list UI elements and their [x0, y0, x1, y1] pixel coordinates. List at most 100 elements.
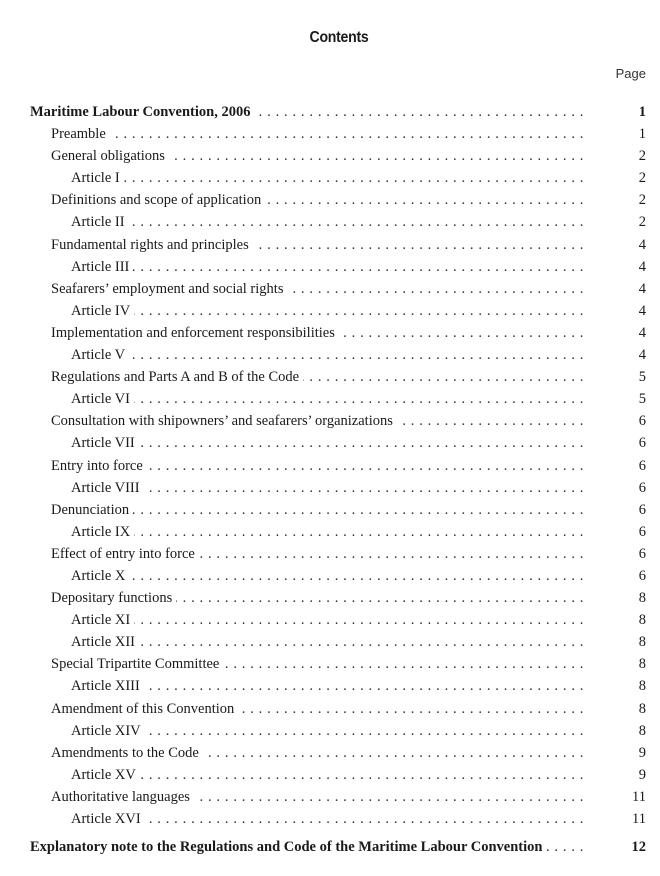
toc-entry-label[interactable]: Article XV — [71, 766, 136, 783]
toc-entry[interactable]: Article XI 8 — [0, 609, 660, 631]
toc-entry[interactable]: Article VIII 6 — [0, 477, 660, 499]
dot-leader — [176, 587, 584, 609]
toc-entry-page: 2 — [638, 214, 646, 231]
toc-entry[interactable]: Consultation with shipowners’ and seafar… — [0, 410, 660, 432]
toc-entry-label[interactable]: Amendments to the Code — [51, 744, 199, 761]
toc-entry-label[interactable]: Article X — [71, 567, 126, 584]
toc-entry-page: 6 — [638, 413, 646, 430]
toc-entry[interactable]: Implementation and enforcement responsib… — [0, 322, 660, 344]
toc-entry-label[interactable]: Effect of entry into force — [51, 545, 195, 562]
dot-leader — [238, 698, 584, 720]
toc-entry[interactable]: Article IX 6 — [0, 521, 660, 543]
dot-leader — [134, 300, 584, 322]
toc-entry[interactable]: Regulations and Parts A and B of the Cod… — [0, 366, 660, 388]
toc-entry-label[interactable]: Article I — [71, 170, 120, 187]
toc-entry[interactable]: Article VI 5 — [0, 388, 660, 410]
toc-entry-label[interactable]: Article VII — [71, 435, 135, 452]
toc-entry-label[interactable]: Article VI — [71, 391, 130, 408]
toc-entry[interactable]: Article XIII 8 — [0, 675, 660, 697]
toc-entry[interactable]: Maritime Labour Convention, 2006 1 — [0, 101, 660, 123]
toc-entry-page: 2 — [638, 148, 646, 165]
toc-entry[interactable]: Article XVI 11 — [0, 808, 660, 830]
toc-entry-label[interactable]: Article XVI — [71, 811, 141, 827]
toc-entry-page: 8 — [638, 590, 646, 607]
toc-entry-page: 4 — [638, 258, 646, 275]
toc-entry-label[interactable]: Article VIII — [71, 479, 140, 496]
toc-entry[interactable]: Amendment of this Convention 8 — [0, 698, 660, 720]
toc-entry-page: 4 — [638, 302, 646, 319]
toc-entry-page: 6 — [638, 457, 646, 474]
toc-entry[interactable]: Article XIV 8 — [0, 720, 660, 742]
toc-entry-label[interactable]: Explanatory note to the Regulations and … — [30, 839, 543, 856]
toc-entry-label[interactable]: Article II — [71, 214, 125, 231]
dot-leader — [144, 675, 584, 697]
dot-leader — [144, 477, 584, 499]
toc-entry-label[interactable]: Article XII — [71, 634, 136, 651]
dot-leader — [194, 786, 584, 808]
toc-entry[interactable]: Article VII 6 — [0, 432, 660, 454]
toc-entry[interactable]: Fundamental rights and principles 4 — [0, 234, 660, 256]
toc-entry-label[interactable]: Article XIV — [71, 722, 141, 739]
toc-entry-label[interactable]: Article XI — [71, 612, 131, 629]
toc-entry-label[interactable]: Entry into force — [51, 457, 143, 474]
dot-leader — [147, 455, 584, 477]
toc-entry[interactable]: Article III 4 — [0, 256, 660, 278]
toc-entry-label[interactable]: Article V — [71, 347, 126, 364]
dot-leader — [265, 189, 584, 211]
dot-leader — [134, 609, 584, 631]
dot-leader — [129, 211, 584, 233]
toc-entry-page: 4 — [638, 324, 646, 341]
toc-entry[interactable]: Authoritative languages 11 — [0, 786, 660, 808]
dot-leader — [140, 764, 584, 786]
toc-entry[interactable]: Denunciation 6 — [0, 499, 660, 521]
toc-entry-page: 1 — [638, 104, 646, 120]
dot-leader — [253, 234, 584, 256]
toc-entry[interactable]: Article X 6 — [0, 565, 660, 587]
toc-entry[interactable]: Explanatory note to the Regulations and … — [0, 836, 660, 858]
toc-entry-page: 4 — [638, 236, 646, 253]
toc-entry-label[interactable]: Maritime Labour Convention, 2006 — [30, 104, 251, 120]
toc-entry-label[interactable]: Preamble — [51, 126, 106, 143]
toc-entry-label[interactable]: Consultation with shipowners’ and seafar… — [51, 413, 393, 430]
toc-entry-page: 1 — [638, 126, 646, 143]
toc-entry[interactable]: Effect of entry into force 6 — [0, 543, 660, 565]
toc-entry-page: 6 — [638, 501, 646, 518]
toc-entry[interactable]: Special Tripartite Committee 8 — [0, 653, 660, 675]
toc-entry-label[interactable]: Seafarers’ employment and social rights — [51, 280, 284, 297]
toc-entry-label[interactable]: Article XIII — [71, 678, 140, 695]
toc-entry[interactable]: Article II 2 — [0, 211, 660, 233]
toc-entry-label[interactable]: Article IV — [71, 302, 131, 319]
dot-leader — [145, 720, 584, 742]
toc-entry[interactable]: Definitions and scope of application 2 — [0, 189, 660, 211]
toc-entry[interactable]: Amendments to the Code 9 — [0, 742, 660, 764]
toc-entry-label[interactable]: Fundamental rights and principles — [51, 236, 249, 253]
toc-entry[interactable]: Article XV 9 — [0, 764, 660, 786]
toc-entry-label[interactable]: Special Tripartite Committee — [51, 656, 220, 673]
toc-entry-page: 8 — [638, 700, 646, 717]
toc-entry[interactable]: Preamble 1 — [0, 123, 660, 145]
dot-leader — [133, 499, 584, 521]
toc-entry-label[interactable]: Amendment of this Convention — [51, 700, 235, 717]
toc-entry-page: 11 — [632, 788, 646, 805]
toc-entry[interactable]: Depositary functions 8 — [0, 587, 660, 609]
toc-entry-label[interactable]: Definitions and scope of application — [51, 192, 262, 209]
dot-leader — [145, 808, 584, 830]
toc-entry[interactable]: Seafarers’ employment and social rights 4 — [0, 278, 660, 300]
dot-leader — [199, 543, 584, 565]
toc-entry-label[interactable]: Implementation and enforcement responsib… — [51, 324, 335, 341]
dot-leader — [303, 366, 584, 388]
toc-entry[interactable]: Article XII 8 — [0, 631, 660, 653]
toc-entry[interactable]: Article V 4 — [0, 344, 660, 366]
toc-entry[interactable]: General obligations 2 — [0, 145, 660, 167]
toc-entry-label[interactable]: Authoritative languages — [51, 788, 190, 805]
toc-entry-label[interactable]: Regulations and Parts A and B of the Cod… — [51, 369, 300, 386]
toc-entry-page: 5 — [638, 369, 646, 386]
toc-entry-label[interactable]: Depositary functions — [51, 590, 173, 607]
toc-entry-label[interactable]: Article IX — [71, 523, 131, 540]
toc-entry[interactable]: Article I 2 — [0, 167, 660, 189]
toc-entry-label[interactable]: General obligations — [51, 148, 165, 165]
toc-entry-label[interactable]: Article III — [71, 258, 130, 275]
toc-entry-label[interactable]: Denunciation — [51, 501, 130, 518]
toc-entry[interactable]: Article IV 4 — [0, 300, 660, 322]
toc-entry[interactable]: Entry into force 6 — [0, 455, 660, 477]
